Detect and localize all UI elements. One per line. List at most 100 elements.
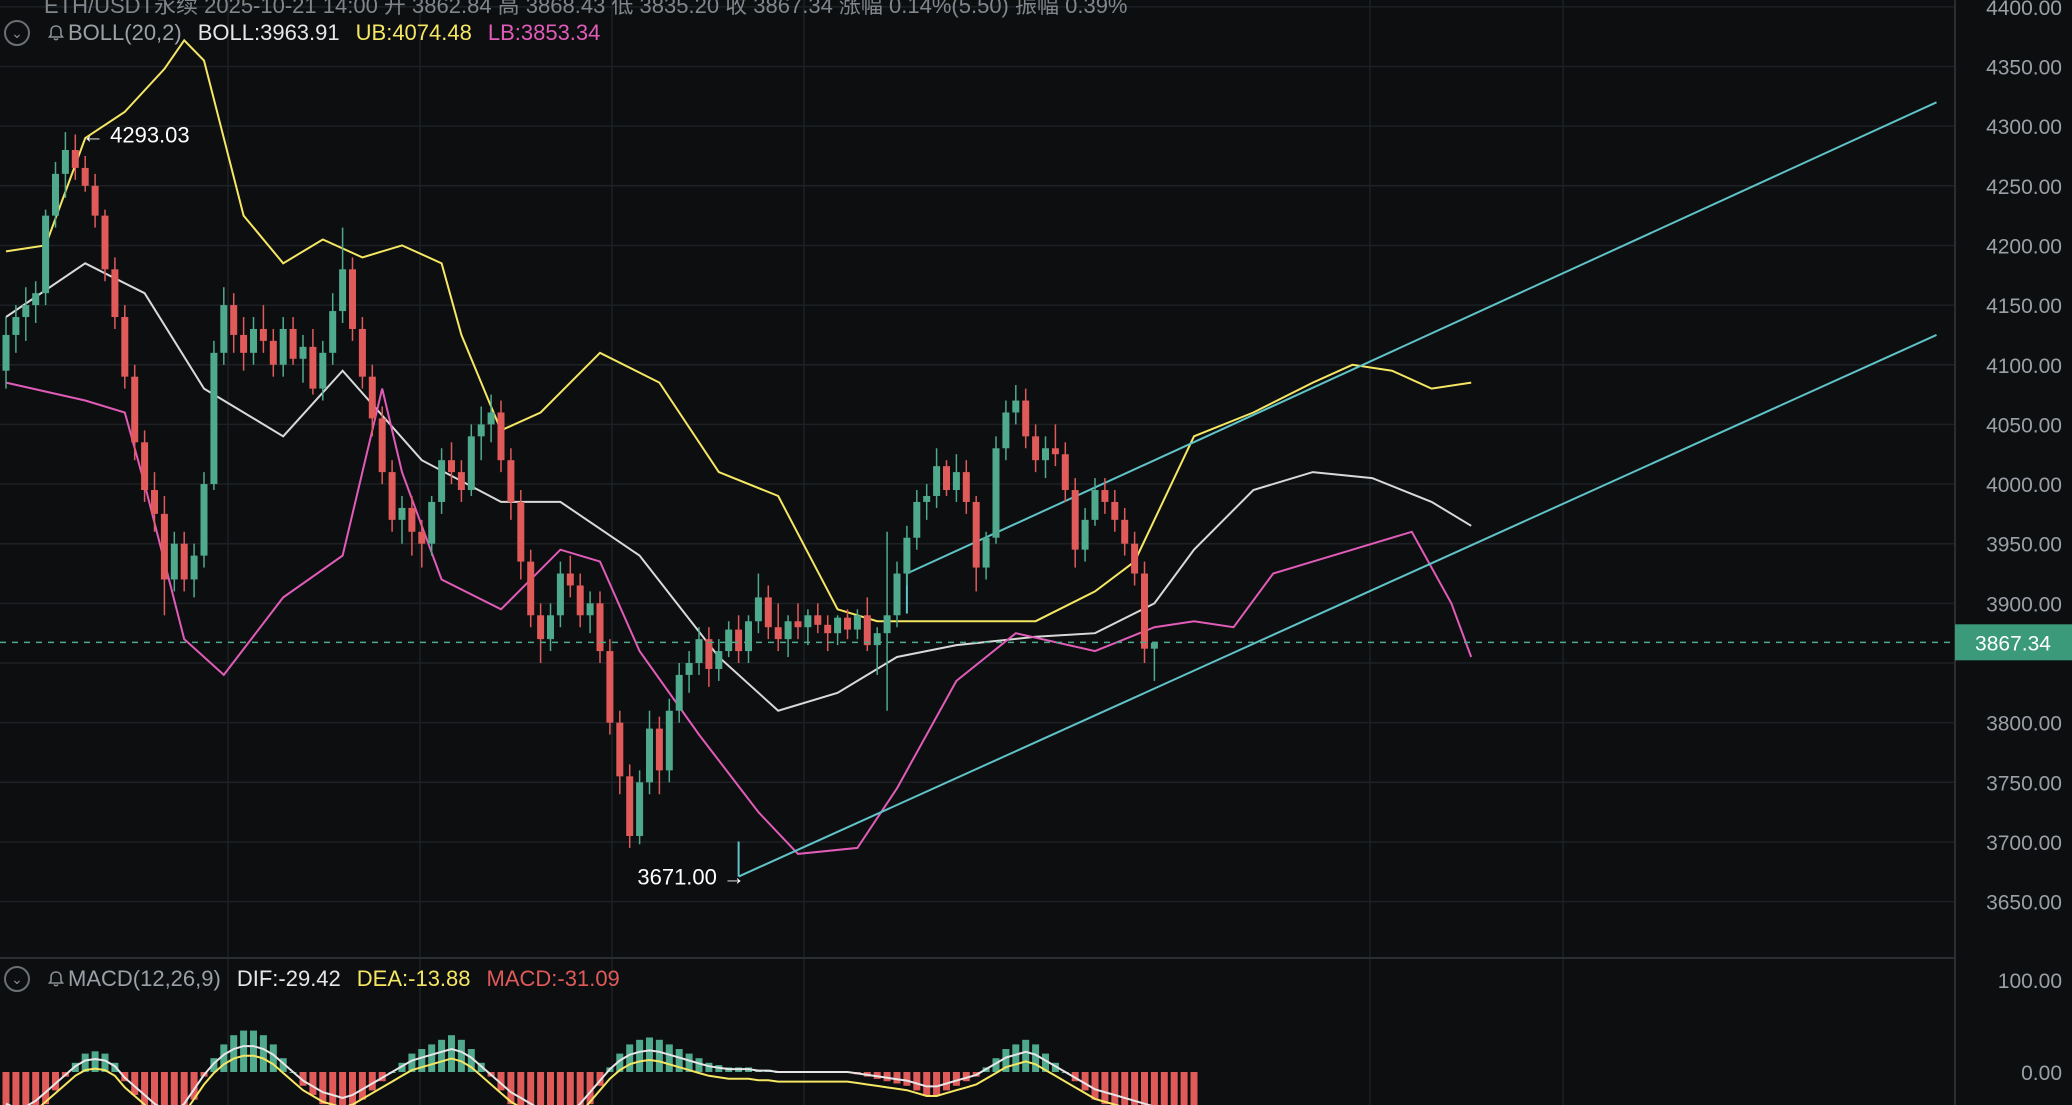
macd-bar <box>695 1058 703 1072</box>
candle-body <box>982 537 990 568</box>
grid-lines <box>0 0 1956 1105</box>
candle-body <box>903 537 911 574</box>
candle-body <box>190 555 198 580</box>
channel-line <box>738 334 1937 878</box>
macd-header: ⌄ MACD(12,26,9) DIF:-29.42 DEA:-13.88 MA… <box>4 966 620 992</box>
candle-body <box>943 466 950 491</box>
candle-body <box>408 507 416 532</box>
candle-body <box>962 472 970 502</box>
macd-bar <box>408 1053 416 1072</box>
macd-dif-value: DIF:-29.42 <box>236 966 341 991</box>
candle-body <box>398 507 406 520</box>
candle-body <box>1131 543 1139 574</box>
trend-channel[interactable] <box>737 101 1937 878</box>
macd-bar <box>2 1072 10 1105</box>
candle-body <box>517 501 525 562</box>
candle-body <box>477 424 485 437</box>
macd-bar <box>497 1072 505 1091</box>
price-tick-label: 3800.00 <box>1986 713 2062 736</box>
bell-icon[interactable] <box>46 969 66 989</box>
candle-body <box>299 346 307 359</box>
macd-bar <box>1051 1062 1059 1072</box>
price-tick-label: 4200.00 <box>1986 235 2062 258</box>
macd-bar <box>655 1039 663 1072</box>
macd-indicator-name[interactable]: MACD(12,26,9) <box>46 966 221 992</box>
candle-body <box>368 376 376 419</box>
boll-name-label: BOLL(20,2) <box>68 20 182 45</box>
macd-bar <box>527 1072 535 1105</box>
macd-bar <box>91 1051 99 1072</box>
macd-bar <box>170 1072 178 1105</box>
candle-body <box>289 328 297 359</box>
chevron-down-icon[interactable]: ⌄ <box>4 966 30 992</box>
macd-bar <box>646 1037 653 1072</box>
candle-body <box>61 150 69 174</box>
candle-body <box>794 621 802 628</box>
macd-bar <box>1032 1044 1040 1072</box>
macd-bar <box>1042 1053 1049 1072</box>
candle-body <box>91 185 99 216</box>
macd-bar <box>418 1049 426 1072</box>
macd-name-label: MACD(12,26,9) <box>68 966 221 991</box>
macd-bar <box>1160 1072 1168 1105</box>
candle-body <box>745 621 752 652</box>
macd-bar <box>81 1053 89 1072</box>
candle-body <box>71 150 79 168</box>
price-tick-label: 4150.00 <box>1986 295 2062 318</box>
candle-body <box>81 167 89 186</box>
candle-body <box>705 639 713 669</box>
macd-bar <box>992 1058 1000 1072</box>
price-tick-label: 4400.00 <box>1986 0 2062 20</box>
price-axis: 4400.00 4350.00 4300.00 4250.00 4200.00 4150.… <box>1986 0 2062 1085</box>
candle-body <box>695 639 703 663</box>
chevron-down-icon[interactable]: ⌄ <box>4 20 30 46</box>
candle-body <box>636 782 644 836</box>
price-tick-label: 4100.00 <box>1986 355 2062 378</box>
boll-indicator-name[interactable]: BOLL(20,2) <box>46 20 182 46</box>
candle-body <box>1012 400 1020 413</box>
candle-body <box>42 215 50 294</box>
candle-body <box>22 305 30 318</box>
candle-body <box>952 472 960 491</box>
macd-bar <box>517 1072 525 1105</box>
boll-upper-line <box>5 38 1472 623</box>
macd-bar <box>1012 1044 1020 1072</box>
candle-body <box>269 340 277 365</box>
candle-body <box>2 334 10 371</box>
macd-bar <box>1170 1072 1178 1105</box>
price-tick-label: 3750.00 <box>1986 772 2062 795</box>
macd-bar <box>1180 1072 1188 1105</box>
candle-body <box>665 710 673 771</box>
macd-bar <box>537 1072 545 1105</box>
candle-body <box>685 663 693 675</box>
macd-bar <box>943 1072 950 1091</box>
candle-body <box>151 490 158 514</box>
candle-body <box>606 651 614 723</box>
macd-dea-value: DEA:-13.88 <box>356 966 471 991</box>
candle-body <box>933 466 941 496</box>
candle-body <box>527 561 535 616</box>
candle-body <box>358 328 366 377</box>
macd-bar <box>230 1035 238 1072</box>
candle-body <box>824 624 832 634</box>
candle-body <box>725 629 733 652</box>
macd-bar <box>923 1072 931 1095</box>
macd-panel <box>2 1030 1198 1105</box>
candle-body <box>428 501 436 544</box>
bell-icon[interactable] <box>46 23 66 43</box>
candle-body <box>1022 400 1030 437</box>
macd-bar <box>883 1072 891 1082</box>
macd-bar <box>180 1072 188 1105</box>
candle-body <box>715 651 723 669</box>
macd-bar <box>299 1072 307 1086</box>
candle-body <box>230 305 238 335</box>
macd-bar <box>626 1044 634 1072</box>
candle-body <box>804 615 812 628</box>
macd-bar <box>358 1072 366 1100</box>
candle-body <box>329 311 337 353</box>
current-price-line: 3867.34 <box>0 624 2072 661</box>
candle-body <box>319 352 327 389</box>
candle-body <box>220 305 228 353</box>
macd-bar <box>448 1035 455 1072</box>
